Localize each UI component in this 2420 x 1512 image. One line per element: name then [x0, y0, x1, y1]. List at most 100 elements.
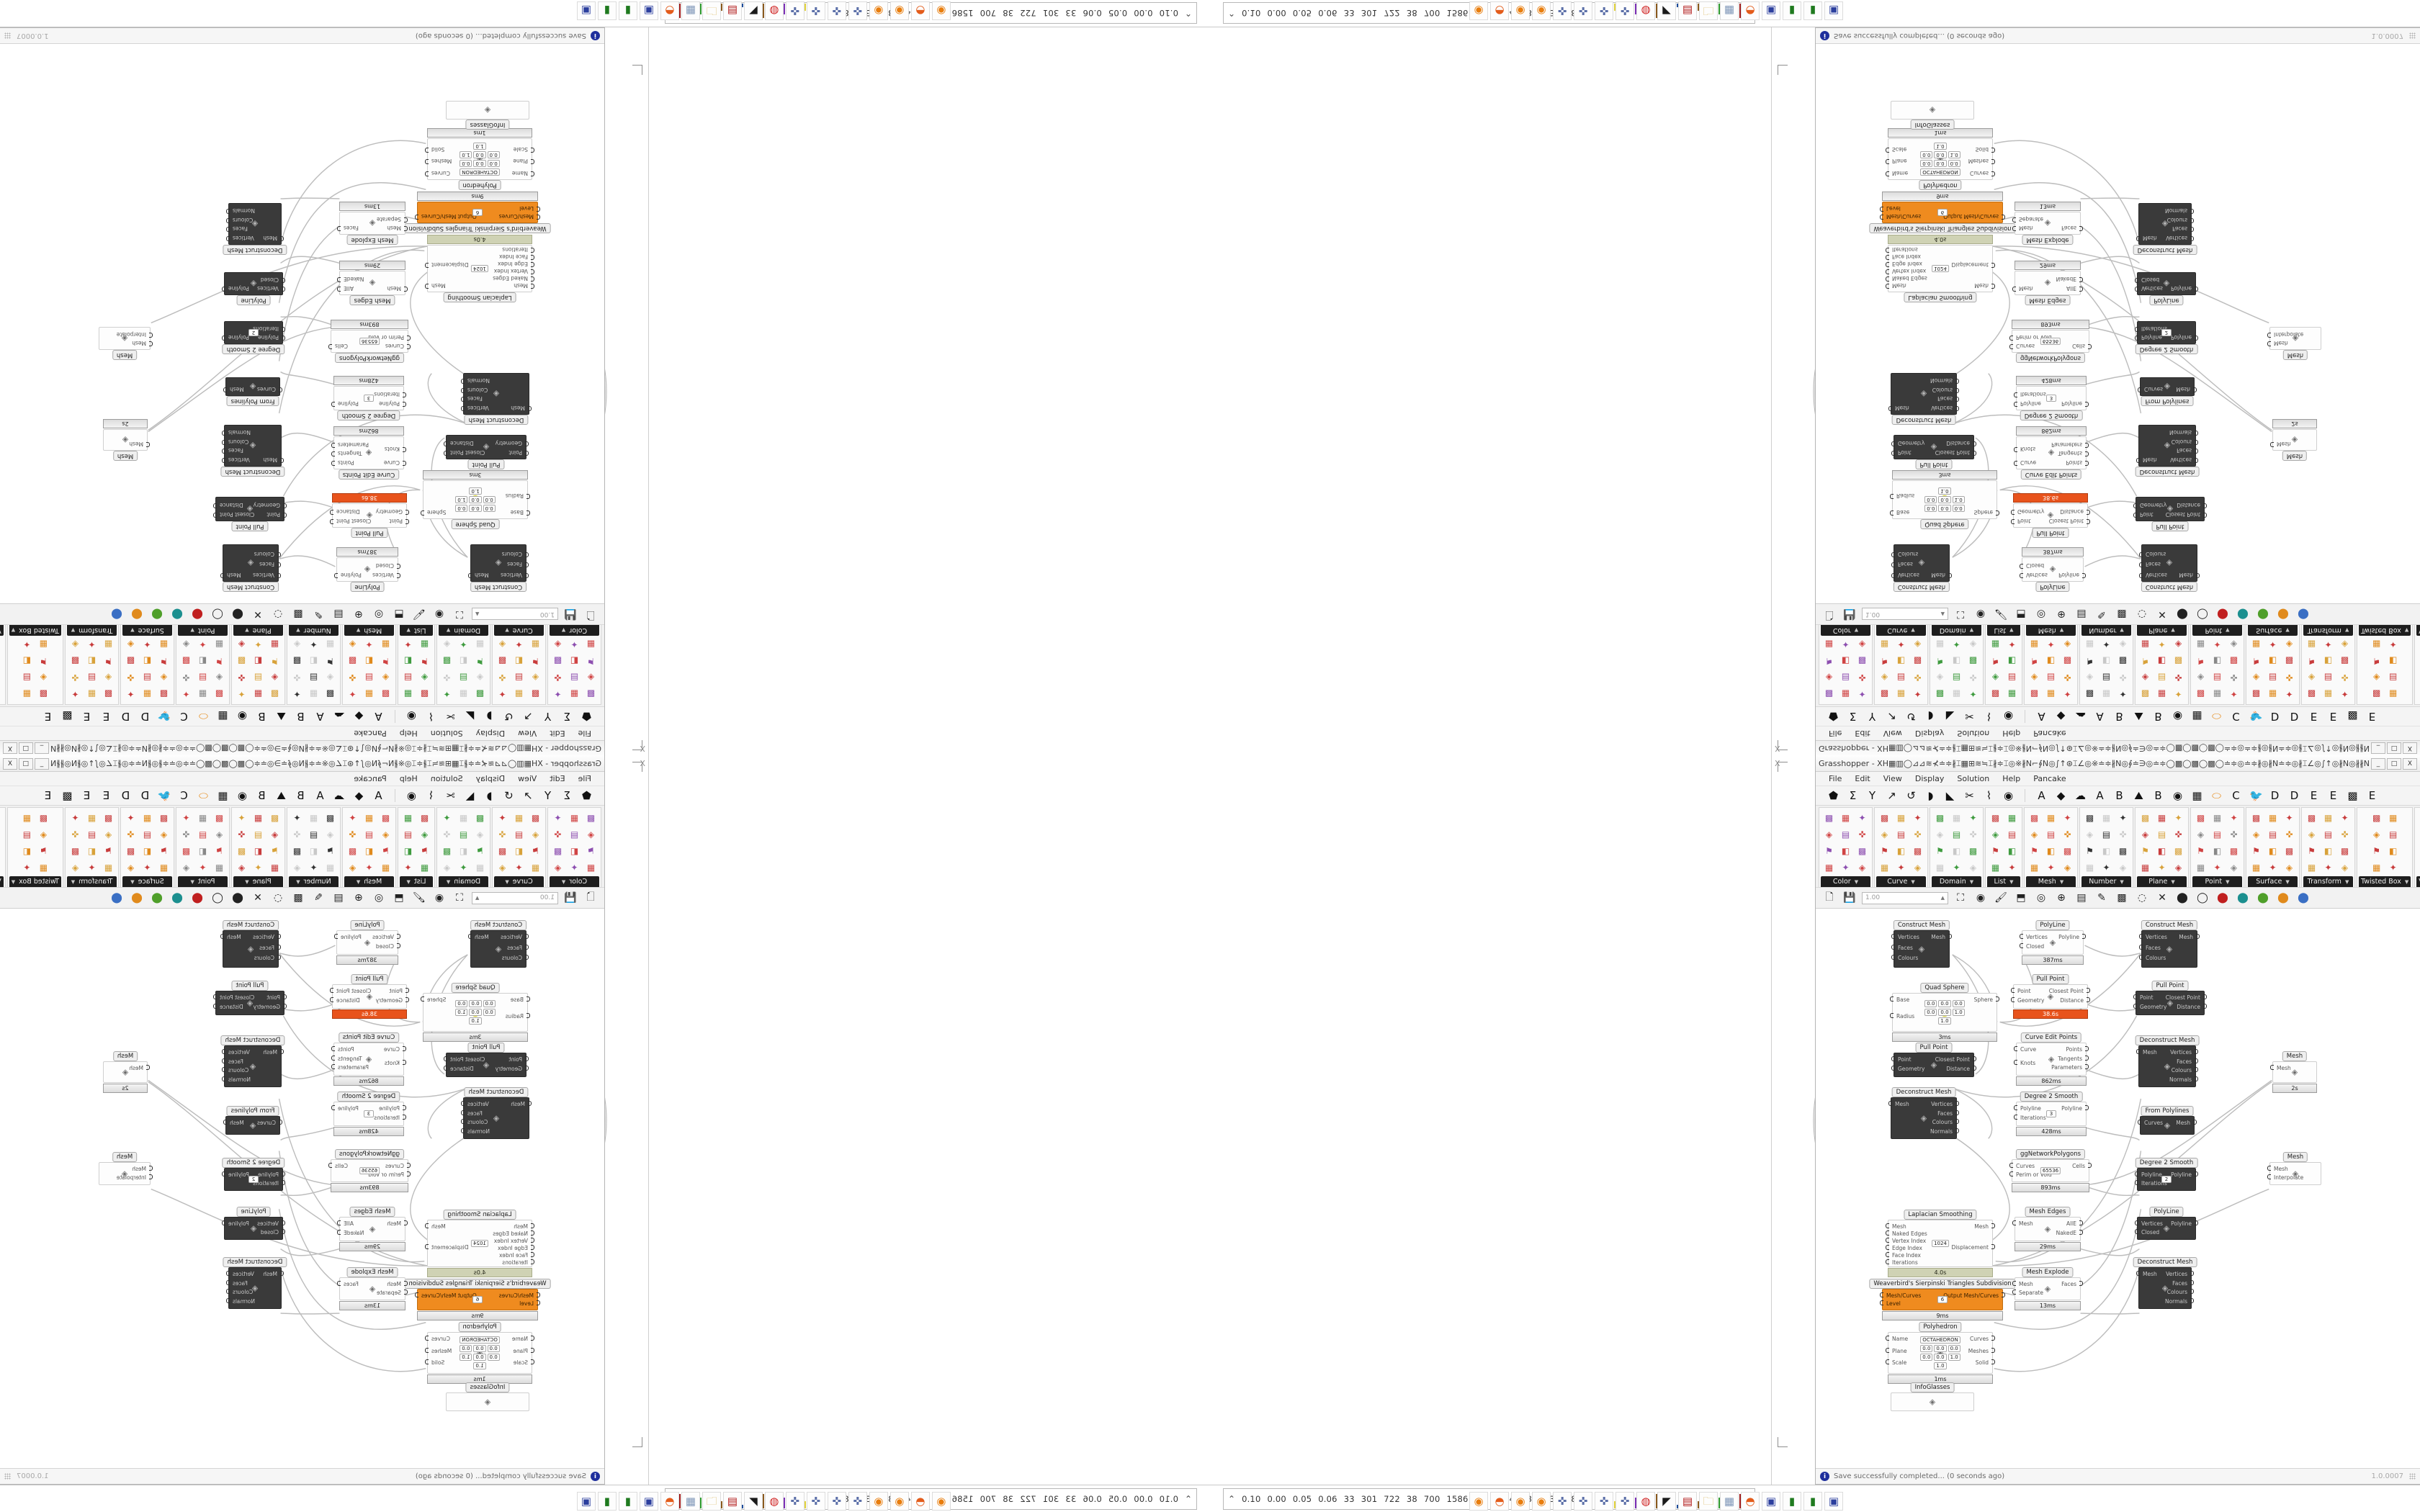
node-body[interactable]: Vertices Faces Colours Mesh ◈ [220, 544, 281, 582]
component-icon[interactable]: ◧ [2046, 845, 2056, 856]
input-connector[interactable] [282, 327, 285, 332]
output-connector[interactable] [330, 510, 333, 515]
input-connector[interactable] [2020, 943, 2023, 948]
node-input-port[interactable]: Vertices [257, 285, 279, 292]
chevron-down-icon[interactable]: ▼ [2344, 627, 2349, 634]
param-field-iterations[interactable]: 1024 [471, 1240, 488, 1247]
node-output-port[interactable]: Distance [450, 440, 474, 446]
chevron-down-icon[interactable]: ▼ [2285, 878, 2290, 885]
component-icon[interactable]: ◈ [160, 672, 168, 683]
node-input-port[interactable]: Naked Edges [1892, 275, 1927, 282]
chevron-down-icon[interactable]: ▼ [406, 627, 411, 634]
component-icon[interactable]: ▩ [2372, 812, 2381, 823]
component-icon[interactable]: ▩ [1880, 689, 1889, 700]
input-connector[interactable] [2135, 1171, 2138, 1176]
upsilon-icon[interactable]: Y [1868, 789, 1876, 802]
node-input-port[interactable]: Polyline [379, 400, 400, 407]
component-icon[interactable]: ◈ [182, 639, 190, 650]
node-input-port[interactable]: Geometry [1898, 1066, 1925, 1072]
node-output-port[interactable]: Mesh [1931, 934, 1945, 940]
save-disk-icon[interactable]: 💾 [1843, 608, 1856, 620]
node-input-port[interactable]: Vertices [1898, 934, 1919, 940]
pink-icon[interactable]: ▩ [293, 892, 303, 904]
node-input-port[interactable]: Perim or Void [2016, 1171, 2052, 1178]
component-icon[interactable]: ✦ [1897, 862, 1905, 873]
node-input-port[interactable]: Vertices [2026, 572, 2048, 578]
ribbon-tab-mesh[interactable]: Mesh ▼ [2026, 876, 2076, 887]
node-deconstruct-mesh-3[interactable]: Deconstruct Mesh Mesh Vertices Faces Colours… [223, 1257, 287, 1309]
node-parameter-fields[interactable]: 65536 [359, 338, 380, 345]
component-icon[interactable]: ◈ [2197, 672, 2205, 683]
chevron-down-icon[interactable]: ▼ [446, 627, 451, 634]
component-icon[interactable]: ⚑ [104, 656, 112, 667]
input-connector[interactable] [2139, 573, 2143, 578]
node-input-port[interactable]: Closed [2026, 562, 2045, 569]
component-icon[interactable]: ◧ [2102, 845, 2111, 856]
menu-item-file[interactable]: File [1829, 774, 1842, 783]
output-connector[interactable] [2195, 1171, 2198, 1176]
node-output-port[interactable]: Vertices [2166, 235, 2187, 241]
node-polyhedron[interactable]: Polyhedron Name Plane Scale Curves Meshes Soli… [1886, 1322, 1995, 1384]
component-icon[interactable]: ⚑ [271, 845, 279, 856]
component-icon[interactable]: ▦ [1991, 862, 2000, 873]
output-connector[interactable] [444, 1066, 447, 1071]
node-output-port[interactable]: Vertices [2170, 1049, 2192, 1056]
menu-item-solution[interactable]: Solution [430, 774, 463, 783]
output-connector[interactable] [2195, 1058, 2198, 1063]
output-connector[interactable] [421, 996, 424, 1002]
component-icon[interactable]: ◈ [215, 829, 223, 840]
output-connector[interactable] [415, 1292, 418, 1297]
cloud-icon[interactable]: ☁ [334, 789, 345, 802]
component-icon[interactable]: ▩ [215, 812, 224, 823]
component-icon[interactable]: ✦ [293, 689, 301, 700]
component-icon[interactable]: ✦ [2174, 812, 2182, 823]
node-parameter-fields[interactable]: OCTAHEDRON 0.0 0.0 0.0 0.0 0.0 1.0 1.0 [1914, 143, 1966, 176]
leaf-icon[interactable]: ◆ [2056, 710, 2066, 723]
node-input-port[interactable]: Separate [2019, 216, 2043, 222]
zoom-input[interactable]: 1.00 ▲ [1862, 608, 1948, 621]
sigma-icon[interactable]: Σ [1849, 789, 1857, 802]
component-icon[interactable]: ✦ [2213, 862, 2221, 873]
input-connector[interactable] [403, 1115, 406, 1120]
blender-icon[interactable]: ◉ [932, 1492, 951, 1511]
node-output-port[interactable]: Tangents [338, 1055, 362, 1062]
component-icon[interactable]: ▦ [1841, 812, 1850, 823]
node-input-port[interactable]: Point [2140, 511, 2154, 518]
node-input-port[interactable]: Base [510, 509, 524, 516]
node-input-port[interactable]: Geometry [375, 997, 403, 1004]
component-icon[interactable]: ▤ [2007, 829, 2017, 840]
component-icon[interactable]: ▩ [215, 689, 224, 700]
node-body[interactable]: Curves Mesh ◈ [2138, 1116, 2197, 1135]
component-icon[interactable]: ✦ [498, 812, 506, 823]
letter-b-icon[interactable]: B [297, 710, 305, 723]
droplet-icon[interactable]: ◌ [273, 892, 283, 904]
component-icon[interactable]: ▤ [1896, 672, 1906, 683]
node-input-port[interactable]: Mesh [511, 1101, 525, 1107]
component-icon[interactable]: ◈ [421, 829, 429, 840]
sphere-green-icon[interactable]: ⬤ [151, 608, 163, 620]
component-icon[interactable]: ⚑ [2308, 656, 2316, 667]
component-icon[interactable]: ▩ [159, 812, 169, 823]
record-icon[interactable]: ◎ [2036, 892, 2046, 904]
component-icon[interactable]: ▦ [143, 689, 152, 700]
node-body[interactable]: Vertices Closed Polyline ◈ [222, 1217, 285, 1240]
input-connector[interactable] [531, 276, 534, 282]
crossing-icon[interactable]: ✕ [2158, 892, 2166, 904]
node-input-port[interactable]: Mesh [2143, 456, 2157, 463]
input-connector[interactable] [2009, 1163, 2013, 1168]
component-icon[interactable]: ▦ [2213, 689, 2222, 700]
ribbon-tab-point[interactable]: Point ▼ [2192, 876, 2242, 887]
input-connector[interactable] [1880, 1292, 1883, 1297]
node-output-port[interactable]: Normals [467, 377, 490, 384]
input-connector[interactable] [2009, 344, 2013, 349]
param-field-scale[interactable]: 1.0 [1934, 1362, 1947, 1369]
component-icon[interactable]: ▦ [420, 639, 429, 650]
component-icon[interactable]: ◈ [498, 862, 506, 873]
component-icon[interactable]: ▦ [2030, 862, 2039, 873]
node-output-port[interactable]: Cells [2072, 343, 2085, 349]
component-icon[interactable]: ✜ [71, 829, 79, 840]
chevron-down-icon[interactable]: ▼ [1911, 627, 1915, 634]
node-polyline-1[interactable]: PolyLine Vertices Closed Polyline ◈ 387ms [2020, 920, 2086, 965]
param-field-level[interactable]: 6 [472, 209, 483, 216]
